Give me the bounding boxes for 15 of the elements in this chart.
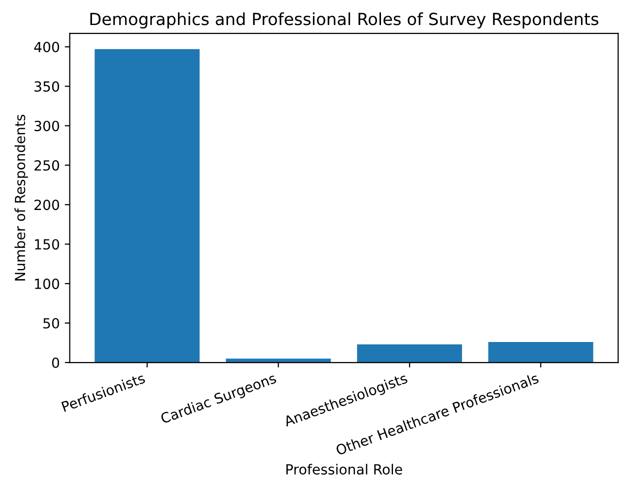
y-tick-label: 300 — [34, 120, 60, 132]
y-axis-title: Number of Respondents — [14, 114, 28, 280]
chart-title: Demographics and Professional Roles of Survey Respondents — [90, 12, 598, 29]
x-axis-title: Professional Role — [286, 464, 402, 475]
y-tick-label: 150 — [35, 239, 60, 250]
y-tick-label: 0 — [52, 357, 60, 368]
y-tick-label: 400 — [34, 42, 60, 52]
y-tick-label: 100 — [35, 278, 60, 290]
bar — [488, 342, 594, 363]
y-tick-label: 50 — [43, 318, 60, 329]
bar — [94, 49, 200, 363]
y-tick-label: 200 — [34, 200, 60, 210]
bar — [357, 344, 462, 363]
y-tick-label: 250 — [34, 160, 60, 171]
y-tick-label: 350 — [34, 81, 60, 92]
